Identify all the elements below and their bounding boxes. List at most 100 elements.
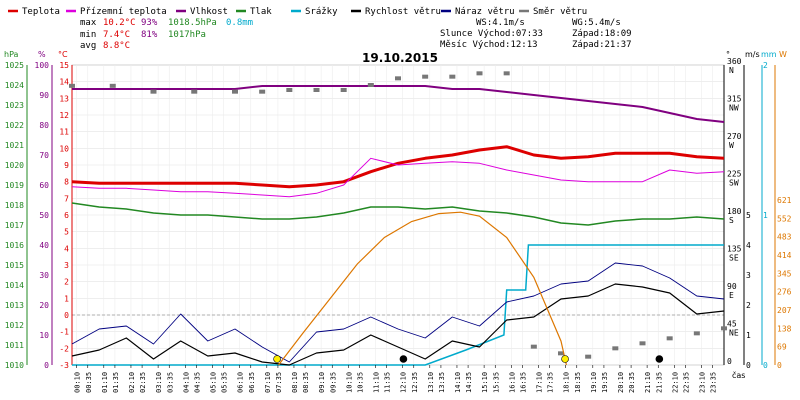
- axis-dir-tick: 90: [727, 282, 737, 291]
- pressure-line: [71, 202, 725, 226]
- axis-w-tick: 414: [777, 251, 792, 260]
- x-tick-label: 19:35: [601, 372, 609, 393]
- humidity-line: [72, 85, 725, 123]
- axis-pct-tick: 90: [39, 91, 49, 100]
- axis-temp-tick: -1: [59, 328, 69, 337]
- wind-direction-point: [693, 331, 700, 336]
- x-tick-label: 15:35: [492, 372, 500, 393]
- x-tick-label: 18:10: [563, 372, 571, 393]
- wind-direction-point: [612, 346, 619, 351]
- axis-dir-tick: 135: [727, 245, 742, 254]
- axis-temp-tick: 3: [64, 261, 69, 270]
- stats-max-hum: 93%: [141, 18, 158, 28]
- wind-direction-point: [340, 88, 347, 92]
- axis-dir-label: E: [729, 291, 734, 300]
- info-block: WS:4.1m/s WG:5.4m/s Slunce Východ:07:33 …: [440, 18, 632, 50]
- x-tick-label: 20:35: [628, 372, 636, 393]
- axis-temp-tick: 10: [59, 144, 69, 153]
- x-tick-label: 00:10: [74, 372, 82, 393]
- wind-direction-point: [150, 89, 157, 94]
- axis-temp-tick: 12: [59, 111, 69, 120]
- axis-ms-tick: 2: [746, 301, 751, 310]
- x-tick-label: 23:10: [698, 372, 706, 393]
- x-tick-label: 04:35: [193, 372, 201, 393]
- x-tick-label: 17:10: [535, 372, 543, 393]
- axis-temp-tick: 1: [64, 294, 69, 303]
- x-tick-label: 21:10: [644, 372, 652, 393]
- rain-line: [72, 244, 724, 366]
- axis-dir-tick: 360: [727, 57, 742, 66]
- x-tick-label: 23:35: [710, 372, 718, 393]
- wind-direction-point: [503, 71, 510, 76]
- axis-pct-tick: 0: [44, 361, 49, 370]
- axis-temp-tick: 6: [64, 211, 69, 220]
- axis-pct-tick: 40: [39, 241, 49, 250]
- info-wg: WG:5.4m/s: [572, 18, 621, 28]
- axis-temp-tick: 8: [64, 178, 69, 187]
- x-tick-label: 12:35: [411, 372, 419, 393]
- wind-direction-point: [585, 354, 592, 359]
- axis-mm-tick: 1: [763, 211, 768, 220]
- axis-unit-hpa: hPa: [4, 50, 19, 59]
- legend-label: Rychlost větru: [365, 7, 441, 17]
- x-tick-label: 01:35: [112, 372, 120, 393]
- legend-label: Náraz větru: [455, 7, 515, 17]
- x-axis: 00:10 00:35 01:10 01:35 02:10 02:35 03:10 03:35…: [74, 365, 718, 393]
- wind-direction-point: [259, 89, 266, 94]
- legend-label: Srážky: [305, 7, 338, 17]
- axis-unit-pct: %: [38, 50, 46, 59]
- x-axis-label: čas: [732, 370, 745, 380]
- stats-min-temp: 7.4°C: [103, 30, 130, 40]
- axis-dir-tick: 45: [727, 320, 737, 329]
- axis-dir-tick: 180: [727, 207, 742, 216]
- wind-direction-point: [109, 83, 116, 88]
- x-tick-label: 13:10: [427, 372, 435, 393]
- axis-pct-tick: 10: [39, 331, 49, 340]
- x-tick-label: 21:35: [655, 372, 663, 393]
- x-tick-label: 10:35: [356, 372, 364, 393]
- stats-max-label: max: [80, 18, 97, 28]
- temperature-line: [71, 145, 725, 189]
- wind-direction-point: [558, 351, 564, 356]
- axis-ms-tick: 0: [746, 361, 751, 370]
- axis-hpa-tick: 1018: [5, 201, 24, 210]
- axis-hpa-tick: 1010: [5, 361, 24, 370]
- info-sun: Slunce Východ:07:33: [440, 29, 543, 39]
- axis-temp-tick: -3: [59, 361, 69, 370]
- legend: Teplota Přízemní teplota Vlhkost Tlak Srážky…: [8, 7, 587, 17]
- axis-pct-tick: 70: [39, 151, 49, 160]
- axis-hpa-tick: 1020: [5, 161, 24, 170]
- info-sun-set: Západ:18:09: [572, 29, 632, 39]
- wind-direction-point: [422, 74, 429, 79]
- axis-dir-tick: 270: [727, 132, 742, 141]
- axis-pct-tick: 50: [39, 211, 49, 220]
- wind-direction-point: [313, 88, 320, 92]
- x-tick-label: 13:35: [438, 372, 446, 393]
- x-tick-label: 12:10: [400, 372, 408, 393]
- x-tick-label: 22:10: [671, 372, 679, 393]
- axis-pct-tick: 60: [39, 181, 49, 190]
- axis-pct-tick: 80: [39, 121, 49, 130]
- x-tick-label: 20:10: [617, 372, 625, 393]
- info-ws: WS:4.1m/s: [476, 18, 525, 28]
- moonset-marker: [655, 355, 664, 363]
- x-tick-label: 11:10: [372, 372, 380, 393]
- x-tick-label: 01:10: [101, 372, 109, 393]
- x-tick-label: 06:10: [237, 372, 245, 393]
- stats-avg-temp: 8.8°C: [103, 41, 130, 51]
- axis-mm-tick: 0: [763, 361, 768, 370]
- axis-hpa-tick: 1013: [5, 301, 24, 310]
- axis-unit-temp: °C: [58, 50, 68, 59]
- stats-max-press: 1018.5hPa: [168, 18, 217, 28]
- wind-direction-point: [476, 71, 483, 76]
- axis-dir-label: W: [729, 141, 734, 150]
- axis-unit-w: W: [779, 50, 787, 59]
- axis-temp-tick: 5: [64, 228, 69, 237]
- wind-direction-point: [232, 89, 238, 94]
- axis-ms-tick: 5: [746, 211, 751, 220]
- axis-temp-tick: 9: [64, 161, 69, 170]
- x-tick-label: 15:10: [481, 372, 489, 393]
- axis-temp-tick: 13: [59, 94, 69, 103]
- x-tick-label: 05:10: [209, 372, 217, 393]
